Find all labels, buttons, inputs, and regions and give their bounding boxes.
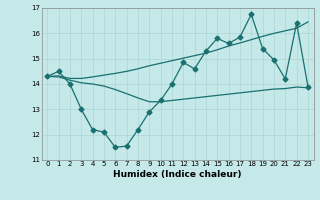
- X-axis label: Humidex (Indice chaleur): Humidex (Indice chaleur): [113, 170, 242, 179]
